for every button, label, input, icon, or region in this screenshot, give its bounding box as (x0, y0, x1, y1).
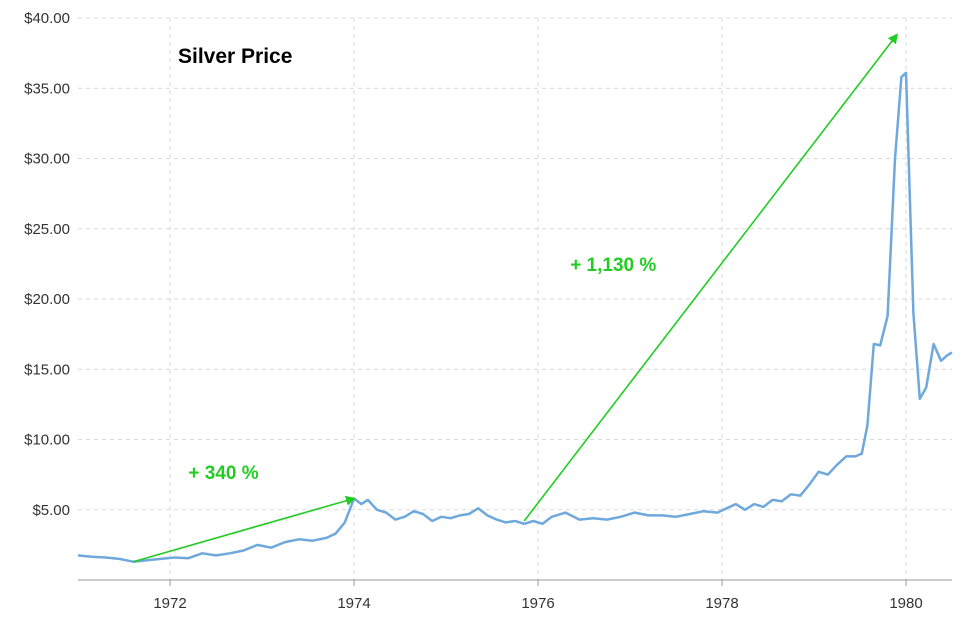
y-tick-label: $15.00 (24, 361, 70, 378)
silver-price-line (77, 71, 953, 563)
annotation-label: + 340 % (188, 463, 258, 484)
y-tick-label: $25.00 (24, 221, 70, 238)
y-tick-label: $20.00 (24, 291, 70, 308)
annotation-arrow (523, 33, 899, 522)
y-tick-label: $40.00 (24, 10, 70, 27)
x-tick-label: 1978 (705, 595, 738, 612)
y-tick-label: $5.00 (32, 502, 70, 519)
axes: $5.00 $10.00 $15.00 $20.00 $25.00 $30.00 $35.0… (24, 10, 952, 612)
annotation-label: + 1,130 % (570, 255, 656, 276)
x-tick-label: 1976 (521, 595, 554, 612)
chart-title: Silver Price (178, 45, 292, 68)
x-tick-label: 1972 (153, 595, 186, 612)
annotations: + 340 % + 1,130 % (132, 33, 899, 563)
y-tick-label: $30.00 (24, 151, 70, 168)
x-tick-label: 1974 (337, 595, 370, 612)
annotation-arrow (132, 495, 356, 563)
grid-lines (78, 17, 952, 580)
x-tick-label: 1980 (889, 595, 922, 612)
y-tick-label: $10.00 (24, 432, 70, 449)
series-layer (77, 71, 953, 563)
y-tick-label: $35.00 (24, 80, 70, 97)
